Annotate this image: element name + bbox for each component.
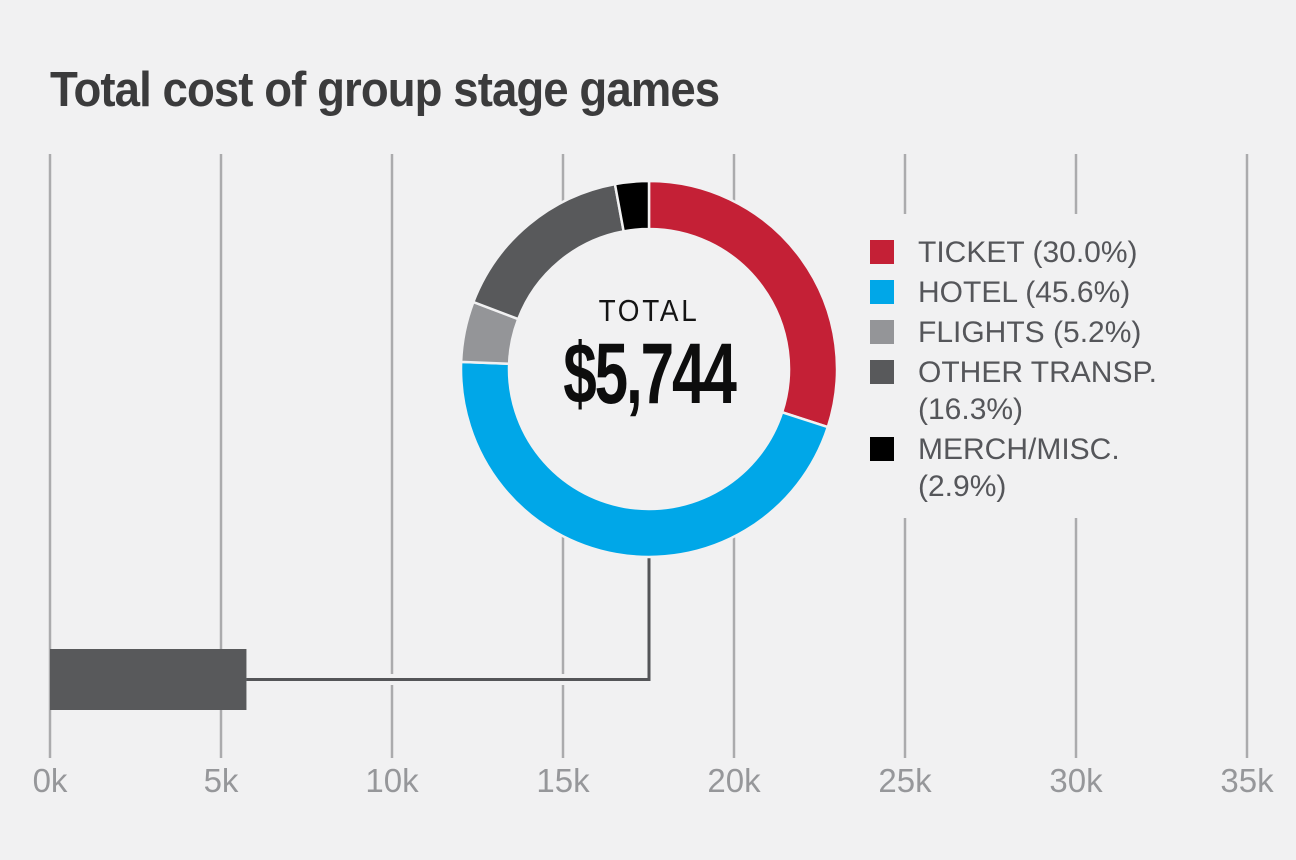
legend-label-flights: FLIGHTS (5.2%) <box>918 314 1190 351</box>
legend-item-ticket: TICKET (30.0%) <box>870 234 1190 271</box>
legend: TICKET (30.0%) HOTEL (45.6%) FLIGHTS (5.… <box>854 214 1190 518</box>
axis-tick-label-0k: 0k <box>33 762 68 799</box>
axis-tick-label-35k: 35k <box>1220 762 1274 799</box>
legend-label-merch-misc: MERCH/MISC. (2.9%) <box>918 431 1190 505</box>
legend-label-other-transp: OTHER TRANSP. (16.3%) <box>918 354 1190 428</box>
legend-label-line: HOTEL (45.6%) <box>918 276 1131 309</box>
axis-tick-label-25k: 25k <box>878 762 932 799</box>
legend-label-line: OTHER TRANSP. <box>918 356 1157 389</box>
legend-swatch-ticket <box>870 240 894 264</box>
donut-hole <box>509 229 789 509</box>
axis-tick-label-5k: 5k <box>204 762 239 799</box>
legend-swatch-other-transp <box>870 360 894 384</box>
axis-tick-label-20k: 20k <box>707 762 761 799</box>
axis-tick-label-30k: 30k <box>1049 762 1103 799</box>
legend-label-ticket: TICKET (30.0%) <box>918 234 1190 271</box>
legend-label-line: MERCH/MISC. <box>918 433 1120 466</box>
chart-title: Total cost of group stage games <box>50 63 720 117</box>
legend-item-merch-misc: MERCH/MISC. (2.9%) <box>870 431 1190 505</box>
legend-label-line: (2.9%) <box>918 470 1007 503</box>
total-cost-bar <box>50 649 247 710</box>
legend-swatch-hotel <box>870 280 894 304</box>
total-value: $5,744 <box>563 326 737 422</box>
donut-center: TOTAL $5,744 <box>449 293 849 417</box>
connector-line <box>246 555 651 681</box>
legend-label-line: FLIGHTS (5.2%) <box>918 316 1142 349</box>
axis-tick-label-10k: 10k <box>365 762 419 799</box>
legend-item-hotel: HOTEL (45.6%) <box>870 274 1190 311</box>
legend-item-flights: FLIGHTS (5.2%) <box>870 314 1190 351</box>
legend-label-line: TICKET (30.0%) <box>918 236 1138 269</box>
legend-item-other-transp: OTHER TRANSP. (16.3%) <box>870 354 1190 428</box>
connector-halo <box>252 555 655 685</box>
legend-swatch-flights <box>870 320 894 344</box>
legend-label-hotel: HOTEL (45.6%) <box>918 274 1190 311</box>
legend-swatch-merch-misc <box>870 437 894 461</box>
total-label: TOTAL <box>598 293 700 328</box>
legend-label-line: (16.3%) <box>918 393 1024 426</box>
axis-tick-label-15k: 15k <box>536 762 590 799</box>
